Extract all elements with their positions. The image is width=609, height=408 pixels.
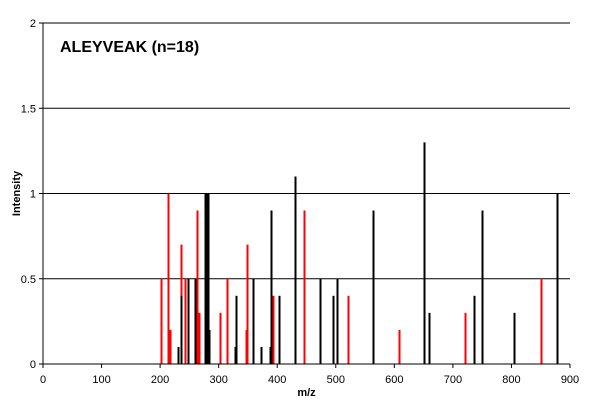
x-tick-label: 800 xyxy=(502,374,520,386)
y-tick-label: 2 xyxy=(30,18,36,30)
x-tick-label: 0 xyxy=(40,374,46,386)
x-axis-title: m/z xyxy=(297,387,316,399)
x-tick-label: 100 xyxy=(92,374,110,386)
x-tick-label: 300 xyxy=(209,374,227,386)
y-tick-label: 1.5 xyxy=(21,103,36,115)
x-tick-label: 600 xyxy=(385,374,403,386)
y-axis-title: Intensity xyxy=(11,170,23,216)
y-tick-label: 1 xyxy=(30,189,36,201)
y-tick-label: 0 xyxy=(30,359,36,371)
x-tick-label: 500 xyxy=(327,374,345,386)
bars-layer xyxy=(160,142,559,364)
chart-title: ALEYVEAK (n=18) xyxy=(60,39,199,56)
x-tick-label: 200 xyxy=(151,374,169,386)
grid-layer xyxy=(43,22,570,280)
x-tick-label: 900 xyxy=(561,374,579,386)
y-tick-label: 0.5 xyxy=(21,274,36,286)
x-tick-label: 400 xyxy=(268,374,286,386)
ticks-layer: 0 0.5 1 1.5 2 0 100 200 300 400 500 600 700 800 900 xyxy=(21,18,579,386)
x-tick-label: 700 xyxy=(444,374,462,386)
